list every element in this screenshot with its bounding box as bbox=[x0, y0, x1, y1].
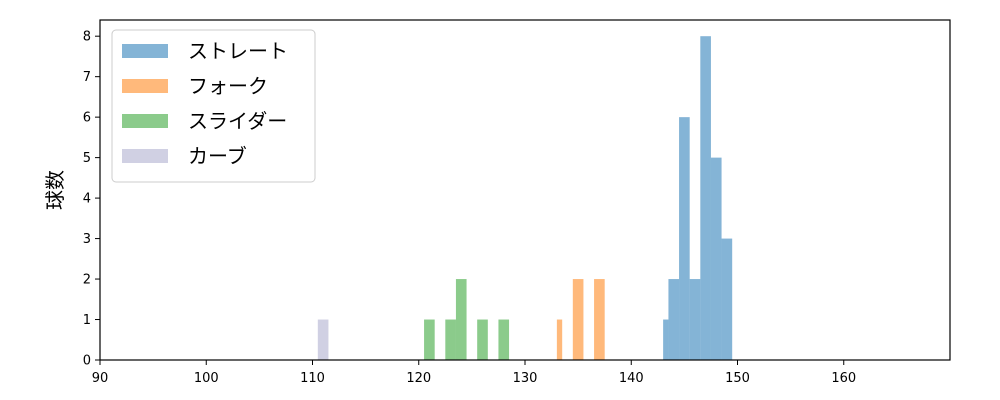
y-tick-label-4: 4 bbox=[83, 192, 91, 207]
legend-label-2: スライダー bbox=[188, 109, 287, 133]
x-tick-label-5: 140 bbox=[619, 371, 644, 386]
x-tick-label-6: 150 bbox=[725, 371, 750, 386]
bar-series-1-bin-1 bbox=[572, 279, 584, 360]
bar-series-2-bin-1 bbox=[445, 319, 456, 360]
y-tick-label-6: 6 bbox=[83, 111, 91, 126]
y-tick-label-5: 5 bbox=[83, 151, 91, 166]
legend-swatch-0 bbox=[122, 44, 168, 58]
y-axis-label: 球数 bbox=[43, 170, 67, 210]
y-tick-label-7: 7 bbox=[83, 70, 91, 85]
x-axis-ticks: 90 100 110 120 130 140 150 160 bbox=[92, 360, 856, 386]
bar-series-1-bin-2 bbox=[594, 279, 605, 360]
plot-frame bbox=[99, 19, 951, 361]
legend-swatch-1 bbox=[122, 79, 168, 93]
bar-series-2-bin-4 bbox=[498, 319, 510, 360]
bar-series-2-bin-2 bbox=[455, 279, 467, 360]
bar-series-0-bin-4 bbox=[700, 36, 711, 360]
legend-box bbox=[111, 29, 316, 183]
bar-series-3-bin-0 bbox=[317, 319, 329, 360]
bars-layer bbox=[317, 36, 733, 361]
bar-series-0-bin-0 bbox=[663, 319, 669, 360]
x-tick-label-0: 90 bbox=[92, 371, 109, 386]
bar-series-0-bin-2 bbox=[679, 117, 690, 361]
y-axis-ticks: 0 1 2 3 4 5 6 7 8 bbox=[83, 30, 100, 369]
x-tick-label-3: 120 bbox=[406, 371, 431, 386]
bar-series-0-bin-1 bbox=[668, 279, 680, 360]
x-tick-label-7: 160 bbox=[831, 371, 856, 386]
x-tick-label-1: 100 bbox=[194, 371, 219, 386]
legend-label-0: ストレート bbox=[188, 39, 288, 63]
bar-series-0-bin-5 bbox=[710, 157, 722, 360]
bar-series-0-bin-3 bbox=[689, 279, 701, 360]
x-tick-label-2: 110 bbox=[300, 371, 325, 386]
bar-series-0-bin-6 bbox=[721, 238, 733, 360]
y-tick-label-0: 0 bbox=[83, 354, 91, 369]
y-tick-label-3: 3 bbox=[83, 232, 91, 247]
legend-label-3: カーブ bbox=[188, 144, 247, 168]
x-tick-label-4: 130 bbox=[513, 371, 538, 386]
legend-label-1: フォーク bbox=[188, 74, 268, 98]
bar-series-1-bin-0 bbox=[556, 319, 563, 360]
legend-swatch-3 bbox=[122, 149, 168, 163]
bar-series-2-bin-0 bbox=[424, 319, 435, 360]
y-tick-label-1: 1 bbox=[83, 313, 91, 328]
y-tick-label-2: 2 bbox=[83, 273, 91, 288]
y-tick-label-8: 8 bbox=[83, 30, 91, 45]
legend-swatch-2 bbox=[122, 114, 168, 128]
bar-series-2-bin-3 bbox=[477, 319, 488, 360]
